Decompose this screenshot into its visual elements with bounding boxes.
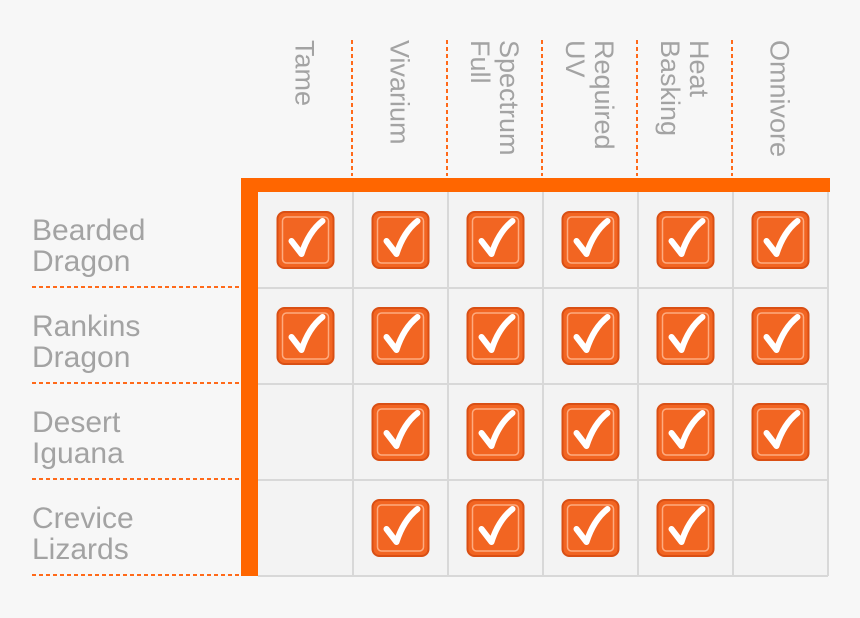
row-header-label: Rankins [32, 310, 140, 343]
check-mark [668, 314, 706, 353]
check-mark [573, 506, 611, 545]
checkmark-icon [751, 211, 810, 269]
checkmark-icon [561, 307, 620, 365]
checkbox-inner-border [376, 408, 425, 456]
check-mark [478, 410, 516, 449]
column-header-label: Spectrum [494, 40, 524, 156]
checkmark-icon [466, 307, 525, 365]
column-header-label: Omnivore [765, 40, 795, 157]
checkbox-inner-border [756, 312, 805, 360]
check-mark [383, 314, 421, 353]
check-mark [478, 506, 516, 545]
checkbox-inner-border [376, 312, 425, 360]
top-accent-bar [241, 178, 830, 192]
checkmark-icon [656, 211, 715, 269]
row-header-label: Lizards [32, 533, 129, 566]
row-header-label: Crevice [32, 502, 134, 535]
checkbox-inner-border [471, 216, 520, 264]
check-mark [383, 506, 421, 545]
check-mark [668, 410, 706, 449]
check-mark [478, 314, 516, 353]
checkbox-inner-border [281, 216, 330, 264]
checkmark-icon [561, 211, 620, 269]
row-headers: BeardedDragonRankinsDragonDesertIguanaCr… [32, 214, 145, 566]
check-mark [288, 218, 326, 257]
check-mark [383, 410, 421, 449]
checkmark-icon [751, 307, 810, 365]
checkbox-inner-border [661, 216, 710, 264]
checkmark-icon [276, 211, 335, 269]
checkmark-icon [276, 307, 335, 365]
checkbox-inner-border [281, 312, 330, 360]
check-mark [478, 218, 516, 257]
column-header-label: UV [560, 40, 590, 78]
checkbox-inner-border [566, 504, 615, 552]
row-header-label: Dragon [32, 245, 130, 278]
checkbox-inner-border [661, 312, 710, 360]
checkbox-inner-border [376, 216, 425, 264]
row-header-label: Bearded [32, 214, 145, 247]
column-header-label: Full [465, 40, 495, 84]
check-mark [288, 314, 326, 353]
header-dividers [32, 40, 733, 576]
checkbox-inner-border [566, 216, 615, 264]
row-header-label: Desert [32, 406, 121, 439]
check-mark [668, 218, 706, 257]
check-mark [573, 410, 611, 449]
checkbox-inner-border [471, 504, 520, 552]
checkbox-inner-border [661, 408, 710, 456]
column-header-label: Heat [684, 40, 714, 98]
left-accent-bar [241, 178, 258, 576]
checkmark-icon [371, 211, 430, 269]
column-headers: Tame Vivarium Full Spectrum UV Required Baskin… [290, 40, 795, 157]
table-cells [276, 211, 810, 557]
checkmark-icon [561, 499, 620, 557]
checkmark-icon [371, 307, 430, 365]
table-grid [258, 192, 829, 577]
check-mark [383, 218, 421, 257]
checkbox-inner-border [566, 312, 615, 360]
checkbox-inner-border [376, 504, 425, 552]
checkbox-inner-border [756, 408, 805, 456]
checkmark-icon [466, 403, 525, 461]
column-header-label: Vivarium [385, 40, 415, 145]
checkmark-icon [371, 403, 430, 461]
check-mark [668, 506, 706, 545]
checkmark-icon [466, 499, 525, 557]
checkmark-icon [751, 403, 810, 461]
checkbox-inner-border [471, 312, 520, 360]
column-header-label: Required [589, 40, 619, 150]
check-mark [573, 314, 611, 353]
checkmark-icon [466, 211, 525, 269]
checkmark-icon [656, 499, 715, 557]
check-mark [573, 218, 611, 257]
checkbox-inner-border [471, 408, 520, 456]
column-header-label: Tame [290, 40, 320, 106]
checkmark-icon [371, 499, 430, 557]
row-header-label: Iguana [32, 437, 124, 470]
column-header-label: Basking [655, 40, 685, 136]
checkmark-icon [561, 403, 620, 461]
check-mark [763, 218, 801, 257]
checkbox-inner-border [661, 504, 710, 552]
checkmark-icon [656, 403, 715, 461]
check-mark [763, 314, 801, 353]
checkmark-icon [656, 307, 715, 365]
checkbox-inner-border [756, 216, 805, 264]
row-header-label: Dragon [32, 341, 130, 374]
checkbox-inner-border [566, 408, 615, 456]
check-mark [763, 410, 801, 449]
